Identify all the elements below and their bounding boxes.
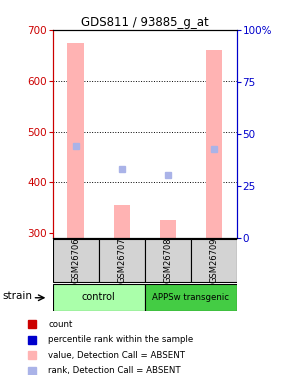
FancyBboxPatch shape (99, 239, 145, 282)
Text: rank, Detection Call = ABSENT: rank, Detection Call = ABSENT (48, 366, 181, 375)
Text: control: control (82, 292, 116, 302)
FancyBboxPatch shape (145, 284, 237, 310)
FancyBboxPatch shape (52, 284, 145, 310)
Text: count: count (48, 320, 73, 329)
Bar (114, 205, 130, 238)
FancyBboxPatch shape (191, 239, 237, 282)
FancyBboxPatch shape (52, 239, 99, 282)
Text: APPSw transgenic: APPSw transgenic (152, 292, 230, 302)
Text: value, Detection Call = ABSENT: value, Detection Call = ABSENT (48, 351, 185, 360)
Text: GSM26707: GSM26707 (117, 238, 126, 284)
Bar (206, 50, 222, 238)
FancyBboxPatch shape (145, 239, 191, 282)
Text: percentile rank within the sample: percentile rank within the sample (48, 335, 194, 344)
Text: GSM26706: GSM26706 (71, 238, 80, 284)
Text: GSM26709: GSM26709 (209, 238, 218, 284)
Bar (68, 43, 84, 238)
Text: strain: strain (3, 291, 33, 301)
Text: GSM26708: GSM26708 (163, 238, 172, 284)
Title: GDS811 / 93885_g_at: GDS811 / 93885_g_at (81, 16, 208, 29)
Bar (160, 220, 176, 238)
